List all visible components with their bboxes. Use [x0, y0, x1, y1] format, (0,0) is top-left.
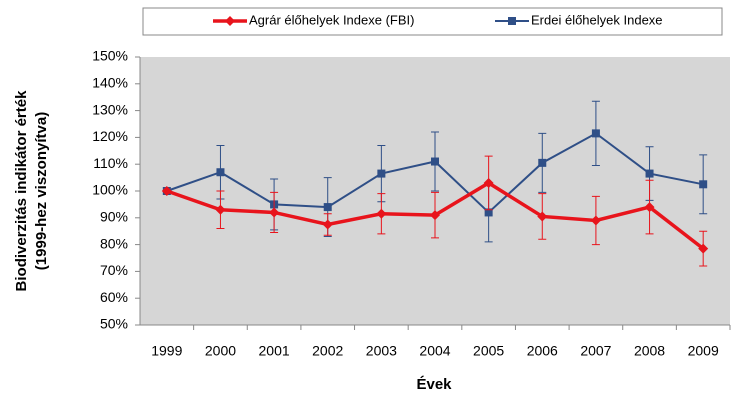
x-tick-label: 2007 — [580, 343, 611, 359]
x-tick-label: 2006 — [527, 343, 558, 359]
x-tick-label: 2008 — [634, 343, 665, 359]
y-tick-label: 120% — [92, 128, 128, 144]
data-point — [644, 202, 655, 213]
y-tick-label: 100% — [92, 182, 128, 198]
data-point — [537, 211, 548, 222]
y-tick-label: 150% — [92, 48, 128, 64]
y-tick-label: 70% — [100, 262, 128, 278]
data-point — [377, 169, 386, 178]
y-axis-label: Biodiverzitás indikátor érték — [13, 90, 30, 292]
data-point — [430, 210, 440, 221]
legend-label: Agrár élőhelyek Indexe (FBI) — [249, 12, 414, 27]
legend-marker — [508, 17, 516, 25]
data-point — [699, 180, 708, 189]
x-tick-label: 2001 — [259, 343, 290, 359]
x-tick-label: 2004 — [419, 343, 450, 359]
data-point — [161, 186, 172, 196]
y-tick-label: 130% — [92, 101, 128, 117]
x-tick-label: 2002 — [312, 343, 343, 359]
data-point — [376, 208, 387, 219]
data-point — [645, 169, 654, 178]
x-tick-label: 2009 — [688, 343, 719, 359]
data-point — [538, 158, 547, 167]
data-point — [591, 129, 600, 138]
y-tick-label: 140% — [92, 75, 128, 91]
data-point — [698, 243, 709, 254]
data-point — [269, 207, 280, 218]
y-axis-label: (1999-hez viszonyítva) — [33, 112, 50, 270]
data-point — [590, 215, 601, 226]
x-axis-label: Évek — [416, 376, 452, 393]
x-tick-label: 2005 — [473, 343, 504, 359]
data-point — [484, 208, 493, 217]
y-tick-label: 90% — [100, 209, 128, 225]
data-point — [323, 203, 332, 212]
data-point — [431, 157, 439, 166]
data-point — [483, 177, 494, 188]
legend-label: Erdei élőhelyek Indexe — [531, 12, 663, 27]
y-tick-label: 50% — [100, 316, 128, 332]
x-tick-label: 2003 — [366, 343, 397, 359]
legend-marker — [225, 16, 235, 26]
y-tick-label: 80% — [100, 235, 128, 251]
y-tick-label: 60% — [100, 289, 128, 305]
x-tick-label: 1999 — [151, 343, 182, 359]
data-point — [215, 204, 226, 215]
data-point — [216, 168, 225, 177]
data-point — [322, 219, 333, 230]
y-tick-label: 110% — [93, 155, 128, 171]
x-tick-label: 2000 — [205, 343, 236, 359]
